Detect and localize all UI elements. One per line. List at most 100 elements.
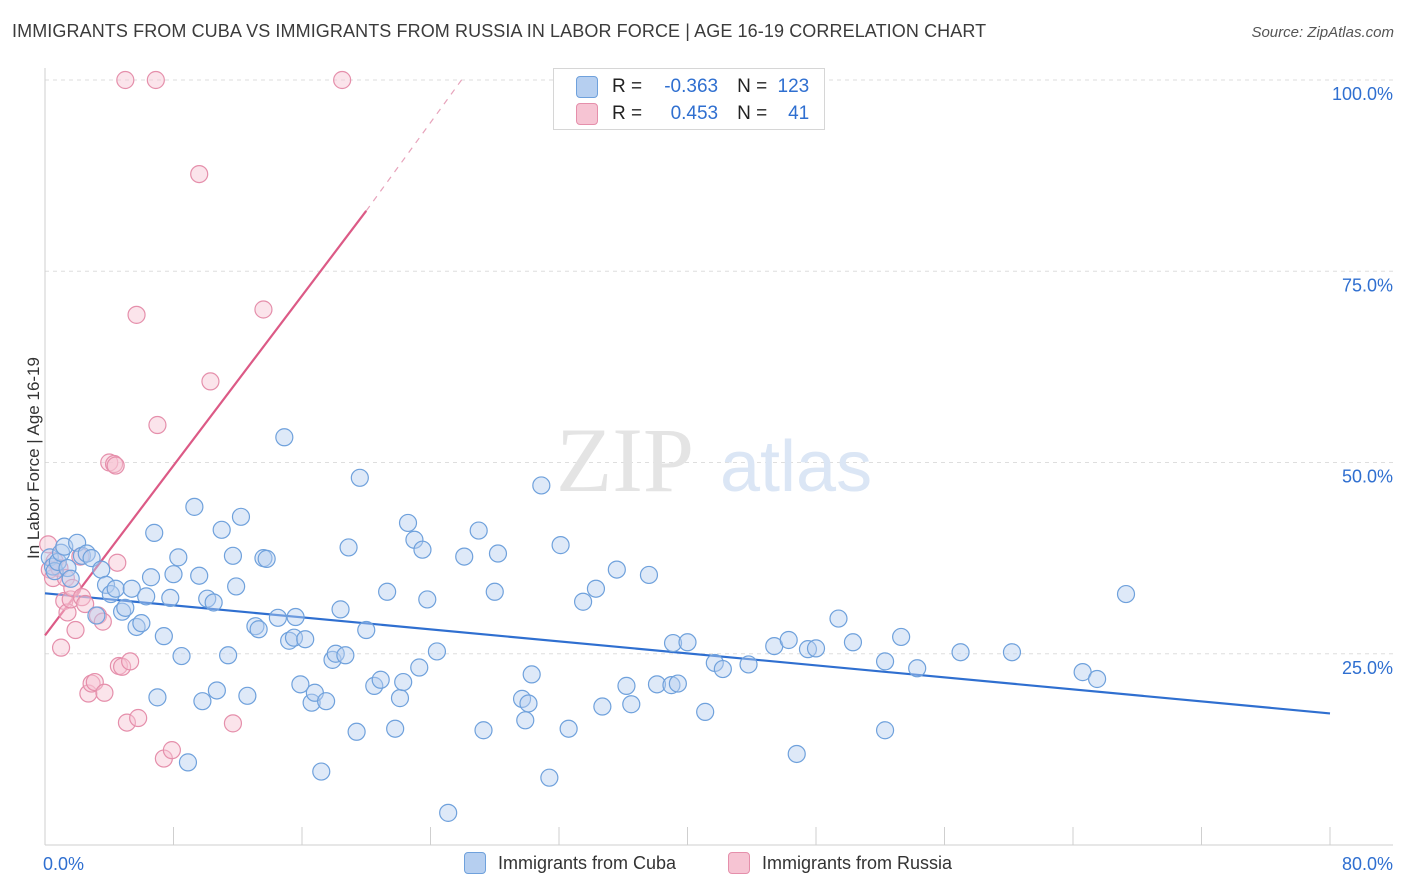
russia-trend-line bbox=[44, 210, 368, 637]
legend-cuba-swatch bbox=[464, 852, 486, 874]
russia-point bbox=[201, 372, 220, 391]
russia-point bbox=[66, 620, 85, 640]
russia-point bbox=[116, 70, 135, 90]
russia-point bbox=[51, 638, 71, 657]
cuba-point bbox=[668, 674, 687, 693]
russia-point bbox=[223, 714, 243, 733]
cuba-point bbox=[386, 719, 405, 738]
cuba-point bbox=[512, 689, 532, 708]
russia-point bbox=[39, 535, 58, 554]
cuba-point bbox=[302, 693, 321, 712]
y-tick-label: 75.0% bbox=[1342, 275, 1393, 295]
russia-point bbox=[117, 713, 137, 732]
cuba-point bbox=[145, 523, 164, 542]
cuba-point bbox=[193, 692, 212, 711]
cuba-point bbox=[559, 719, 578, 738]
cuba-point bbox=[519, 694, 538, 713]
cuba-point bbox=[116, 598, 135, 617]
cuba-point bbox=[713, 659, 732, 679]
russia-point bbox=[129, 708, 148, 728]
cuba-point bbox=[532, 476, 551, 495]
cuba-point bbox=[398, 513, 418, 533]
cuba-point bbox=[540, 768, 559, 787]
cuba-point bbox=[951, 643, 970, 662]
cuba-point bbox=[246, 617, 265, 636]
russia-swatch bbox=[576, 103, 598, 125]
cuba-trend-line bbox=[44, 592, 1331, 715]
cuba-point bbox=[739, 655, 758, 674]
cuba-point bbox=[639, 565, 659, 585]
cuba-point bbox=[231, 507, 251, 526]
cuba-point bbox=[227, 577, 246, 596]
russia-trend-extension bbox=[365, 78, 464, 212]
cuba-point bbox=[390, 689, 410, 708]
cuba-point bbox=[161, 588, 180, 608]
legend-russia-label: Immigrants from Russia bbox=[762, 852, 953, 873]
cuba-point bbox=[469, 521, 488, 540]
russia-point bbox=[127, 305, 146, 324]
stats-box: R = -0.363 N = 123 R = 0.453 N = 41 bbox=[553, 68, 825, 130]
cuba-point bbox=[593, 697, 612, 716]
cuba-point bbox=[829, 609, 848, 628]
y-axis-label: In Labor Force | Age 16-19 bbox=[24, 357, 43, 559]
cuba-point bbox=[350, 468, 369, 487]
russia-point bbox=[190, 164, 209, 184]
cuba-point bbox=[806, 639, 826, 658]
cuba-point bbox=[908, 659, 927, 678]
russia-point bbox=[162, 741, 181, 760]
cuba-point bbox=[280, 631, 299, 650]
cuba-point bbox=[413, 540, 432, 559]
cuba-point bbox=[410, 658, 429, 677]
cuba-point bbox=[257, 549, 276, 568]
cuba-point bbox=[87, 606, 106, 625]
cuba-point bbox=[787, 744, 806, 764]
cuba-point bbox=[148, 688, 167, 707]
cuba-point bbox=[1087, 669, 1107, 689]
tick-labels: 25.0% 50.0% 75.0% 100.0% 0.0% 80.0% bbox=[43, 84, 1393, 874]
cuba-point bbox=[357, 620, 376, 640]
r-label: R = bbox=[612, 103, 643, 124]
legend-russia-swatch bbox=[728, 852, 750, 874]
cuba-point bbox=[875, 721, 895, 740]
legend-item-russia[interactable]: Immigrants from Russia bbox=[728, 852, 952, 874]
x-tick-label-max: 80.0% bbox=[1342, 854, 1393, 874]
cuba-point bbox=[132, 614, 151, 633]
cuba-point bbox=[223, 546, 243, 565]
cuba-point bbox=[275, 428, 294, 447]
cuba-point bbox=[164, 565, 183, 584]
cuba-point bbox=[522, 665, 541, 684]
cuba-point bbox=[249, 620, 268, 639]
legend: Immigrants from Cuba Immigrants from Rus… bbox=[0, 848, 1406, 880]
russia-point bbox=[95, 683, 114, 702]
cuba-point bbox=[169, 548, 188, 567]
cuba-point bbox=[488, 544, 508, 563]
chart-title: IMMIGRANTS FROM CUBA VS IMMIGRANTS FROM … bbox=[12, 21, 987, 41]
cuba-point bbox=[58, 558, 77, 578]
source-label: Source: ZipAtlas.com bbox=[1251, 24, 1394, 41]
cuba-point bbox=[336, 646, 355, 665]
russia-point bbox=[254, 300, 273, 319]
r-label: R = bbox=[612, 76, 643, 97]
gridlines bbox=[45, 79, 1393, 655]
cuba-point bbox=[663, 633, 683, 653]
cuba-point bbox=[779, 630, 798, 650]
legend-item-cuba[interactable]: Immigrants from Cuba bbox=[464, 852, 676, 874]
cuba-point bbox=[662, 676, 681, 695]
cuba-point bbox=[427, 642, 447, 661]
cuba-point bbox=[455, 547, 474, 566]
cuba-point bbox=[339, 538, 358, 557]
cuba-point bbox=[371, 670, 390, 689]
cuba-point bbox=[106, 579, 125, 598]
cuba-point bbox=[586, 579, 606, 598]
cuba-point bbox=[439, 803, 458, 822]
cuba-swatch bbox=[576, 76, 598, 98]
russia-n-value: 41 bbox=[788, 103, 810, 124]
cuba-point bbox=[268, 608, 288, 627]
cuba-point bbox=[172, 646, 191, 666]
russia-point bbox=[148, 415, 167, 435]
x-tick-label-min: 0.0% bbox=[43, 854, 84, 874]
russia-point bbox=[79, 684, 98, 703]
cuba-point bbox=[607, 560, 626, 579]
axes bbox=[44, 68, 1393, 846]
